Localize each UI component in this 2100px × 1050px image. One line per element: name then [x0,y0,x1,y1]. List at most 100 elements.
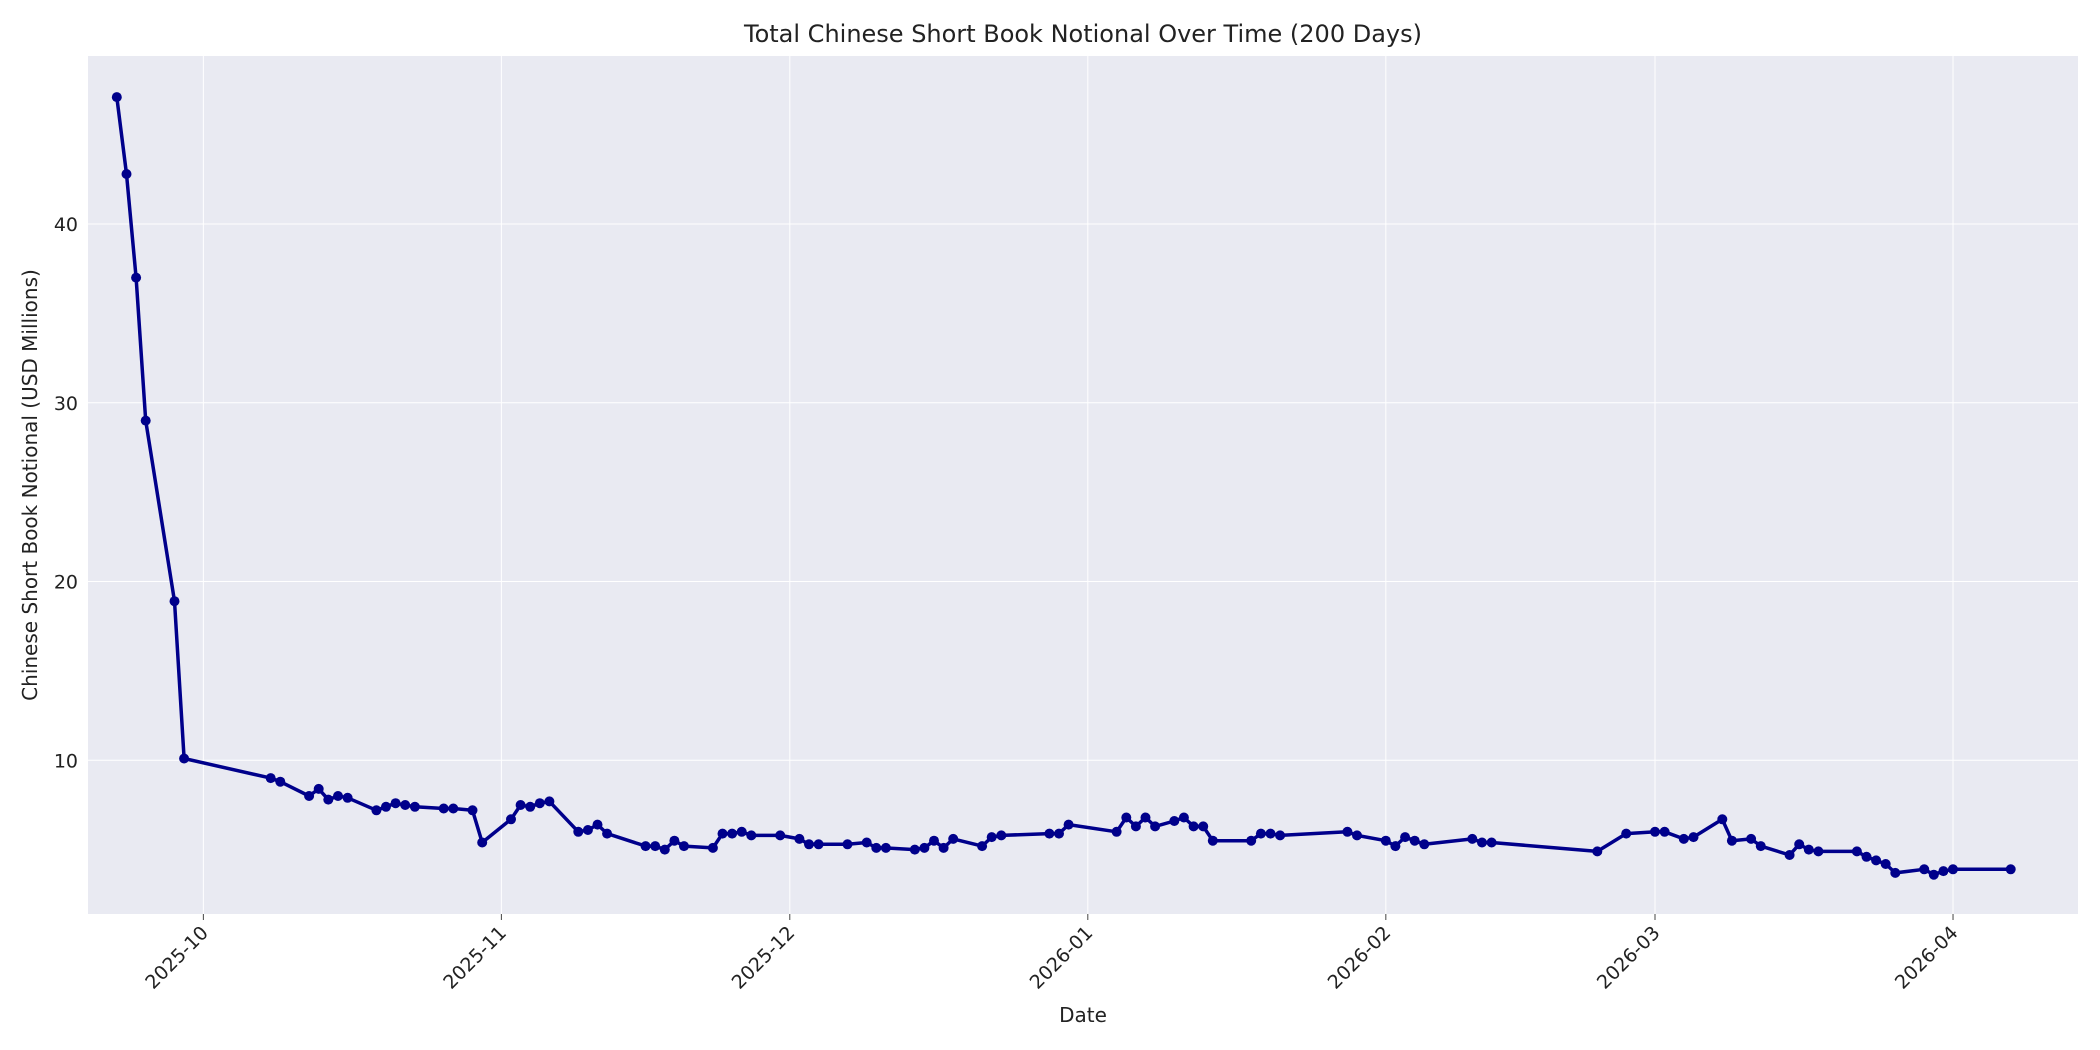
data-point [1169,816,1180,826]
data-point [544,796,555,807]
data-point [871,842,882,853]
data-point [1621,828,1632,839]
data-point [179,753,190,764]
data-point [1255,828,1266,839]
data-point [1726,835,1737,846]
data-point [1380,835,1391,846]
x-tick-label: 2026-04 [1891,922,1963,994]
data-point [746,830,757,841]
data-point [1207,835,1218,846]
y-tick-label: 10 [54,750,78,772]
data-point [467,805,478,816]
data-point [506,814,516,825]
data-point [381,801,391,812]
x-axis-ticks: 2025-10 2025-11 2025-12 2026-01 2026-02 2026-… [141,914,1963,994]
data-point [659,844,670,855]
data-point [592,819,603,830]
data-point [169,596,180,607]
data-point [1246,835,1257,846]
data-point [1871,855,1882,866]
data-point [400,800,411,810]
data-point [1650,826,1660,837]
data-point [948,833,959,844]
data-point [1794,839,1805,850]
data-point [409,801,420,812]
plot-background [88,56,2078,914]
data-point [1477,837,1487,848]
x-tick-label: 2025-11 [439,922,511,994]
data-point [909,844,920,855]
data-point [1948,864,1958,875]
data-point [861,837,872,848]
data-point [986,832,997,843]
data-point [736,826,747,837]
data-point [448,803,459,814]
data-point [1121,812,1132,823]
data-point [996,830,1007,841]
data-point [1130,821,1141,832]
data-point [804,839,814,850]
data-point [304,791,315,801]
data-point [1938,866,1949,877]
data-point [525,801,536,812]
data-point [1178,812,1189,823]
data-point [121,169,132,179]
data-point [265,773,276,784]
y-axis-ticks: 10 20 30 40 [54,214,78,772]
data-point [1419,839,1430,850]
data-point [1140,812,1151,823]
grid-lines [88,56,2078,914]
data-point [1919,864,1930,875]
data-point [390,798,401,809]
data-point [1265,828,1276,839]
data-point [1890,867,1901,878]
data-point [1467,833,1478,844]
data-point [717,828,728,839]
data-point [477,837,488,848]
data-point [640,841,651,852]
data-point [880,842,891,853]
x-tick-label: 2026-01 [1026,922,1098,994]
data-point [929,835,939,846]
data-point [333,791,343,801]
data-point [1755,841,1766,852]
data-point [1150,821,1161,832]
data-point [669,835,680,846]
data-point [573,826,584,837]
data-point [1803,844,1814,855]
data-point [919,842,930,853]
data-point [1054,828,1064,839]
data-point [813,839,824,850]
data-point [1746,833,1757,844]
data-point [1659,826,1670,837]
x-tick-label: 2026-03 [1593,922,1665,994]
y-tick-label: 40 [54,214,78,236]
data-point [1784,850,1795,860]
data-point [707,842,718,853]
data-point [775,830,786,841]
data-point [602,828,613,839]
data-point [977,841,988,852]
data-point [323,794,334,805]
y-tick-label: 30 [54,393,78,415]
chart-title: Total Chinese Short Book Notional Over T… [743,20,1422,48]
data-point [1678,833,1689,844]
data-point [582,825,593,835]
data-point [794,833,805,844]
data-point [1188,821,1199,832]
series-markers [111,92,2016,880]
data-point [342,792,353,803]
data-point [1592,846,1603,857]
data-point [534,798,545,809]
x-tick-label: 2025-10 [141,922,213,994]
data-point [1928,869,1939,880]
data-point [1111,826,1122,837]
data-point [679,841,689,852]
x-tick-label: 2026-02 [1324,922,1396,994]
data-point [1390,841,1401,852]
data-point [515,800,526,810]
data-point [650,841,661,852]
data-point [1717,814,1728,825]
data-point [1861,851,1872,862]
